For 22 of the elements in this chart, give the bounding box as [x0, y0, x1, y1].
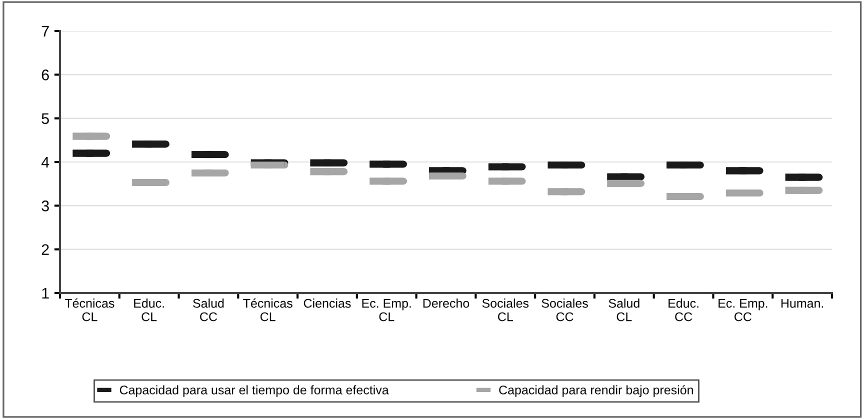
- y-tick-label: 4: [41, 157, 50, 168]
- x-tick-label: Salud CL: [608, 298, 640, 322]
- y-tick-label: 6: [42, 70, 49, 80]
- x-tick-label: Human.: [781, 299, 824, 308]
- legend-label: Capacidad para usar el tiempo de forma efectiva: [120, 385, 389, 397]
- x-tick-label: Ec. Emp. CC: [718, 299, 768, 322]
- y-tick-label: 2: [42, 244, 49, 255]
- x-tick-label: Ciencias: [304, 298, 351, 308]
- x-tick-label: Ec. Emp. CL: [362, 299, 411, 322]
- y-tick-label: 7: [42, 26, 49, 37]
- x-tick-label: Sociales CL: [482, 298, 529, 322]
- y-tick-label: 1: [42, 288, 49, 299]
- x-tick-label: Técnicas CL: [243, 298, 292, 322]
- x-tick-label: Educ. CC: [668, 298, 698, 322]
- x-tick-label: Derecho: [423, 298, 470, 308]
- x-tick-label: Salud CC: [193, 298, 224, 322]
- y-tick-label: 3: [42, 200, 49, 212]
- x-tick-label: Educ. CL: [134, 298, 164, 322]
- legend-label: Capacidad para rendir bajo presión: [499, 385, 693, 397]
- x-tick-label: Técnicas CL: [64, 298, 114, 322]
- y-tick-label: 5: [42, 113, 49, 124]
- x-tick-label: Sociales CC: [542, 298, 588, 322]
